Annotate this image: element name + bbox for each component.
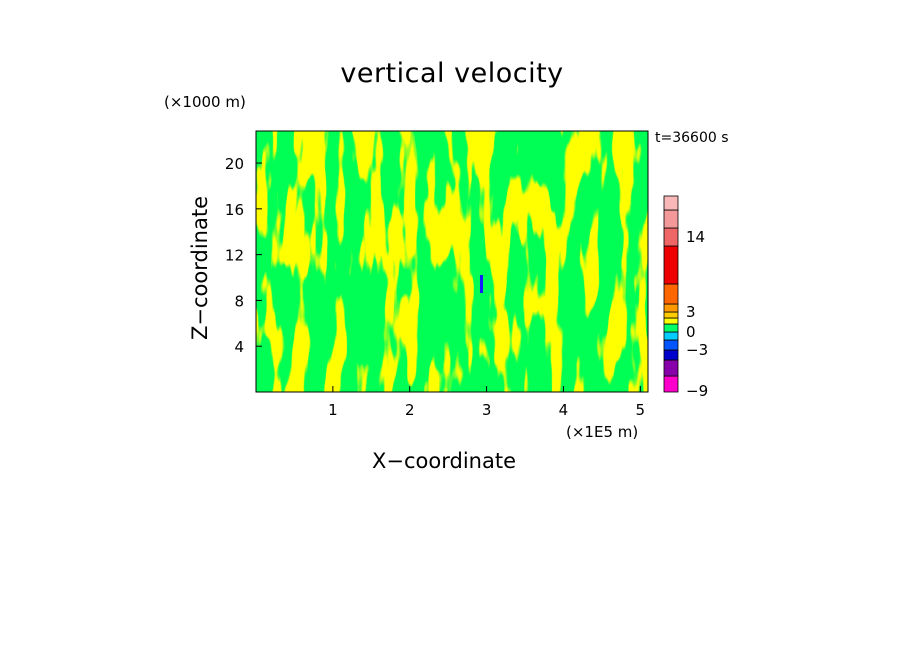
- colorbar-segment: [663, 283, 679, 305]
- field-updraft-pattern: [256, 131, 648, 392]
- x-tick-label: 3: [482, 401, 492, 419]
- y-axis: 4 8 12 16 20: [225, 155, 262, 356]
- x-tick-label: 2: [405, 401, 415, 419]
- y-tick-label: 8: [234, 292, 244, 310]
- colorbar: −9 −30 3 14: [663, 195, 708, 400]
- colorbar-segment: [663, 349, 679, 361]
- colorbar-segment: [663, 359, 679, 377]
- colorbar-segment: [663, 339, 679, 351]
- x-tick-label: 1: [328, 401, 338, 419]
- x-axis-multiplier: (×1E5 m): [566, 423, 639, 441]
- colorbar-segment: [663, 323, 679, 333]
- colorbar-segment: [663, 317, 679, 325]
- y-tick-label: 20: [225, 155, 244, 173]
- colorbar-label: 0: [686, 323, 696, 341]
- y-tick-label: 16: [225, 201, 244, 219]
- colorbar-label: 14: [686, 228, 705, 246]
- time-label: t=36600 s: [655, 130, 729, 146]
- colorbar-label: 3: [686, 303, 696, 321]
- plot-frame: [255, 130, 649, 393]
- x-tick-label: 4: [559, 401, 569, 419]
- colorbar-segment: [663, 227, 679, 247]
- colorbar-segment: [663, 303, 679, 313]
- strong-downdraft-cell: [480, 275, 483, 293]
- colorbar-segment: [663, 195, 679, 211]
- y-tick-label: 4: [234, 338, 244, 356]
- colorbar-segment: [663, 375, 679, 393]
- colorbar-segment: [663, 311, 679, 319]
- colorbar-label: −3: [686, 341, 708, 359]
- chart-title: vertical velocity: [340, 58, 564, 89]
- x-tick-label: 5: [636, 401, 646, 419]
- y-tick-label: 12: [225, 247, 244, 265]
- colorbar-label: −9: [686, 382, 708, 400]
- x-axis: 1 2 3 4 5: [328, 386, 645, 419]
- x-axis-label: X−coordinate: [372, 449, 516, 473]
- colorbar-segment: [663, 245, 679, 285]
- y-axis-multiplier: (×1000 m): [164, 93, 246, 111]
- colorbar-segment: [663, 331, 679, 341]
- velocity-field: [256, 131, 648, 392]
- colorbar-segment: [663, 209, 679, 229]
